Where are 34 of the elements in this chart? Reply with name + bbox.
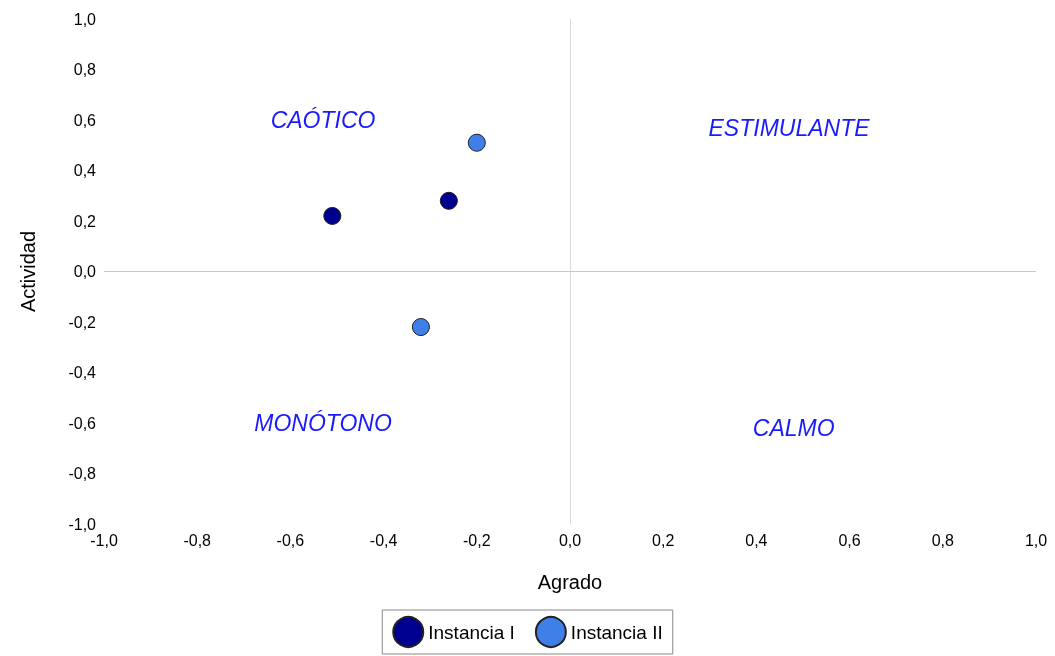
point <box>323 206 342 225</box>
annotation: ESTIMULANTE <box>708 114 871 141</box>
x-tick-label: 1,0 <box>1024 531 1048 549</box>
y-tick-label: -1,0 <box>68 515 97 533</box>
x-tick-label: 0,2 <box>652 531 675 549</box>
x-tick-label: 0,8 <box>931 531 955 549</box>
annotation: CALMO <box>752 415 835 442</box>
y-tick-label: -0,8 <box>68 465 97 482</box>
x-tick-label: 0,0 <box>558 531 582 549</box>
y-tick-label: 0,8 <box>73 61 97 78</box>
x-tick-label: -0,4 <box>369 531 398 549</box>
x-tick-label: -0,8 <box>183 531 212 549</box>
annotation: CAÓTICO <box>270 107 376 133</box>
point <box>439 191 458 210</box>
y-tick-label: -0,2 <box>68 313 97 331</box>
y-axis-title: Actividad <box>17 230 39 313</box>
x-tick-label: -0,6 <box>276 531 305 549</box>
legend-label: Instancia I <box>428 621 515 643</box>
y-tick-label: 1,0 <box>73 10 97 28</box>
point <box>467 133 486 152</box>
x-tick-label: 0,4 <box>745 531 768 549</box>
y-tick-label: -0,6 <box>68 414 97 432</box>
legend-label: Instancia II <box>570 621 663 643</box>
x-tick-label: -0,2 <box>463 531 491 549</box>
y-tick-label: 0,2 <box>73 212 97 230</box>
x-tick-label: 0,6 <box>838 531 861 549</box>
point <box>411 318 430 337</box>
y-tick-label: 0,6 <box>73 111 97 129</box>
y-tick-label: -0,4 <box>68 364 97 381</box>
x-axis-title: Agrado <box>537 571 603 593</box>
annotation: MONÓTONO <box>254 410 392 436</box>
x-tick-label: -1,0 <box>90 531 118 549</box>
y-tick-label: 0,0 <box>73 263 97 280</box>
y-tick-label: 0,4 <box>73 162 97 179</box>
